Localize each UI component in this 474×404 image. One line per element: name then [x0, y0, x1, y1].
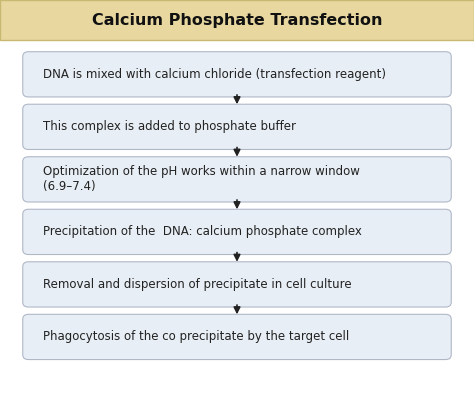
Text: DNA is mixed with calcium chloride (transfection reagent): DNA is mixed with calcium chloride (tran… [43, 68, 386, 81]
FancyBboxPatch shape [23, 104, 451, 149]
FancyBboxPatch shape [23, 52, 451, 97]
Text: Phagocytosis of the co precipitate by the target cell: Phagocytosis of the co precipitate by th… [43, 330, 349, 343]
Text: Removal and dispersion of precipitate in cell culture: Removal and dispersion of precipitate in… [43, 278, 351, 291]
Text: Optimization of the pH works within a narrow window
(6.9–7.4): Optimization of the pH works within a na… [43, 165, 360, 194]
FancyBboxPatch shape [23, 262, 451, 307]
FancyBboxPatch shape [23, 314, 451, 360]
FancyBboxPatch shape [23, 209, 451, 255]
Text: Calcium Phosphate Transfection: Calcium Phosphate Transfection [92, 13, 382, 28]
Text: Precipitation of the  DNA: calcium phosphate complex: Precipitation of the DNA: calcium phosph… [43, 225, 362, 238]
FancyBboxPatch shape [0, 0, 474, 40]
Text: This complex is added to phosphate buffer: This complex is added to phosphate buffe… [43, 120, 296, 133]
FancyBboxPatch shape [23, 157, 451, 202]
